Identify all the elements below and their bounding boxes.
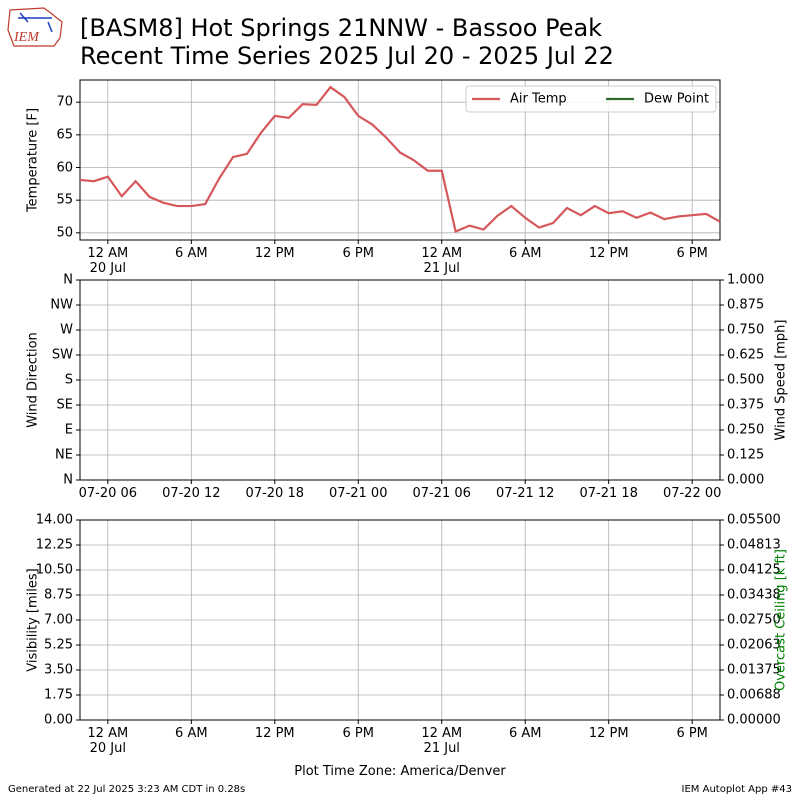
y2-tick-label: 0.00000 xyxy=(727,712,781,728)
y2-tick-label: 0.02750 xyxy=(727,612,781,628)
y-tick-label: S xyxy=(64,372,73,388)
legend-box xyxy=(465,85,717,113)
y2-tick-label: 0.02063 xyxy=(727,637,781,653)
y2-tick-label: 1.000 xyxy=(727,272,765,288)
y2-tick-label: 0.000 xyxy=(727,472,765,488)
y2-tick-label: 0.375 xyxy=(727,397,765,413)
y-tick-label: 7.00 xyxy=(44,612,73,628)
y2-tick-label: 0.04125 xyxy=(727,562,781,578)
y-axis-label: Wind Direction xyxy=(25,332,41,428)
y-tick-label: N xyxy=(63,272,73,288)
y-tick-label: 14.00 xyxy=(35,512,73,528)
y-tick-label: 70 xyxy=(56,94,73,110)
y2-tick-label: 0.250 xyxy=(727,422,765,438)
y2-tick-label: 0.04813 xyxy=(727,537,781,553)
x-tick-label: 6 PM xyxy=(342,726,374,741)
x-tick-label: 07-21 12 xyxy=(495,486,555,501)
data-line xyxy=(79,85,721,234)
x-tick-label: 6 AM xyxy=(508,726,542,741)
y-tick-label: 55 xyxy=(56,192,73,208)
x-tick-label: 07-20 06 xyxy=(78,486,138,501)
y-axis-label: Visibility [miles] xyxy=(25,568,41,672)
y2-axis-label: Overcast Ceiling [k ft] xyxy=(773,549,789,691)
x-tick-label: 07-22 00 xyxy=(662,486,722,501)
y-tick-label: 65 xyxy=(56,127,73,143)
y-tick-label: N xyxy=(63,472,73,488)
logo xyxy=(7,7,63,47)
y-tick-label: NE xyxy=(55,447,73,463)
footer-left: Generated at 22 Jul 2025 3:23 AM CDT in … xyxy=(8,784,246,795)
x-tick-label: 07-20 18 xyxy=(245,486,305,501)
y-tick-label: 10.50 xyxy=(35,562,73,578)
chart-title: [BASM8] Hot Springs 21NNW - Bassoo Peak xyxy=(80,14,603,42)
y-tick-label: 5.25 xyxy=(44,637,73,653)
x-tick-label: 6 AM xyxy=(508,246,542,261)
x-tick-label: 07-21 00 xyxy=(329,486,388,501)
y-tick-label: 1.75 xyxy=(44,687,73,703)
x-tick-label: 12 AM 20 Jul xyxy=(87,726,129,756)
y2-tick-label: 0.00688 xyxy=(727,687,781,703)
y2-tick-label: 0.875 xyxy=(727,297,765,313)
x-tick-label: 07-20 12 xyxy=(162,486,221,501)
x-tick-label: 6 AM xyxy=(175,726,208,741)
y-tick-label: 12.25 xyxy=(35,537,73,553)
x-tick-label: 12 AM 21 Jul xyxy=(421,246,463,276)
y-tick-label: 3.50 xyxy=(44,662,73,678)
x-tick-label: 12 PM xyxy=(254,246,295,261)
x-tick-label: 12 PM xyxy=(254,726,295,741)
x-tick-label: 6 AM xyxy=(175,246,208,261)
y-tick-label: SE xyxy=(56,397,73,413)
x-tick-label: 12 PM xyxy=(588,726,629,741)
plot-frame xyxy=(79,279,721,481)
y-tick-label: W xyxy=(60,322,73,338)
y2-tick-label: 0.01375 xyxy=(727,662,781,678)
x-tick-label: 07-21 06 xyxy=(412,486,471,501)
x-tick-label: 6 PM xyxy=(676,246,708,261)
y2-tick-label: 0.625 xyxy=(727,347,765,363)
y-tick-label: 0.00 xyxy=(44,712,73,728)
x-tick-label: 12 AM 21 Jul xyxy=(421,726,463,756)
plot-frame xyxy=(79,519,721,721)
chart-subtitle: Recent Time Series 2025 Jul 20 - 2025 Ju… xyxy=(80,42,614,70)
y-tick-label: 50 xyxy=(56,225,73,241)
x-tick-label: 12 AM 20 Jul xyxy=(87,246,129,276)
x-tick-label: 12 PM xyxy=(588,246,629,261)
y-tick-label: 8.75 xyxy=(44,587,73,603)
y-axis-label: Temperature [F] xyxy=(25,107,41,213)
legend-label: Air Temp xyxy=(510,91,567,107)
logo-text: IEM xyxy=(14,30,39,45)
y2-tick-label: 0.500 xyxy=(727,372,765,388)
y-tick-label: NW xyxy=(50,297,73,313)
y2-tick-label: 0.125 xyxy=(727,447,765,463)
x-tick-label: 6 PM xyxy=(342,246,374,261)
x-tick-label: 07-21 18 xyxy=(579,486,638,501)
footer-right: IEM Autoplot App #43 xyxy=(681,784,792,795)
x-axis-label: Plot Time Zone: America/Denver xyxy=(294,764,506,779)
y-tick-label: 60 xyxy=(56,160,73,175)
y-tick-label: SW xyxy=(51,347,73,363)
y2-axis-label: Wind Speed [mph] xyxy=(773,319,789,441)
plot-frame xyxy=(79,79,721,241)
y-tick-label: E xyxy=(64,422,73,438)
y2-tick-label: 0.05500 xyxy=(727,512,781,528)
legend-label: Dew Point xyxy=(644,91,710,107)
y2-tick-label: 0.750 xyxy=(727,322,765,338)
x-tick-label: 6 PM xyxy=(676,726,708,741)
y2-tick-label: 0.03438 xyxy=(727,587,781,603)
